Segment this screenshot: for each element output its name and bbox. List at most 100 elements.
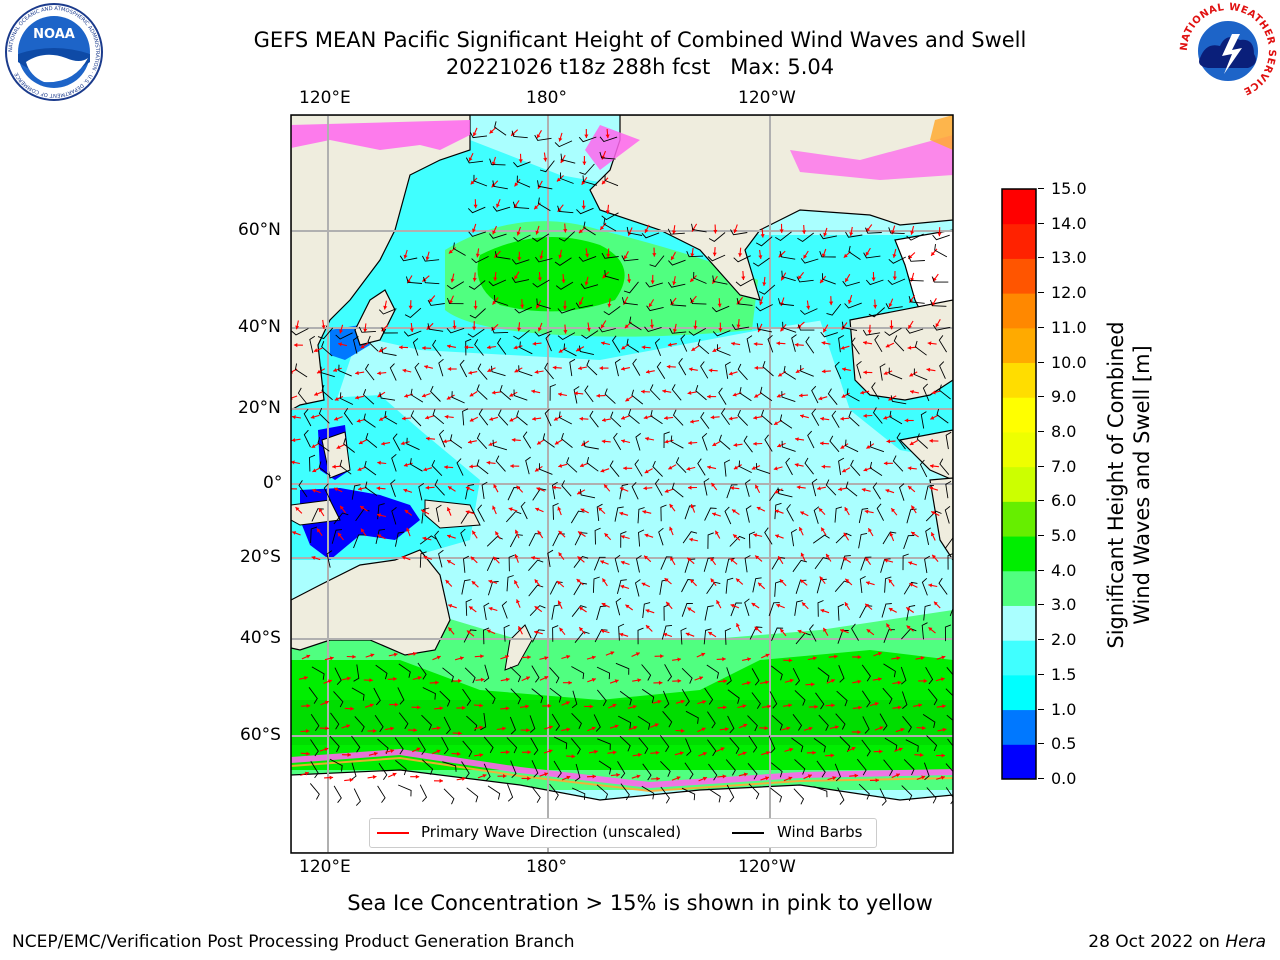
wind-barb <box>791 737 804 753</box>
wave-direction-arrowhead <box>723 705 727 710</box>
wind-barb <box>598 760 612 775</box>
wind-barb <box>422 255 440 262</box>
wind-barb <box>794 690 806 706</box>
wind-barb <box>538 463 553 475</box>
wind-barb <box>809 624 817 642</box>
wave-direction-arrowhead <box>357 467 362 471</box>
wave-direction-arrowhead <box>800 511 805 516</box>
wave-direction-arrowhead <box>730 558 735 563</box>
wind-barb <box>549 783 559 801</box>
wave-direction-arrowhead <box>863 467 868 472</box>
wave-direction-arrowhead <box>604 533 609 538</box>
wave-direction-arrowhead <box>563 330 568 334</box>
wave-direction-arrowhead <box>788 703 792 708</box>
wave-direction-arrowhead <box>753 533 758 538</box>
top-lon-label-180: 180° <box>526 88 567 108</box>
wind-barb <box>551 713 561 731</box>
wave-direction-arrowhead <box>487 345 491 350</box>
wave-direction-arrowhead <box>646 369 650 374</box>
wind-barb <box>525 456 531 475</box>
wind-barb <box>489 233 507 239</box>
wave-direction-arrowhead <box>690 278 694 282</box>
wind-barb <box>796 276 814 283</box>
wave-direction-arrowhead <box>466 630 471 635</box>
wave-direction-arrowhead <box>688 367 693 372</box>
wind-barb <box>631 481 639 500</box>
wind-barb <box>706 664 720 679</box>
wave-direction-arrowhead <box>535 230 540 235</box>
wave-direction-arrowhead <box>598 507 603 512</box>
wind-barb <box>720 408 730 426</box>
wave-direction-arrowhead <box>823 627 827 632</box>
colorbar-block <box>1002 397 1036 433</box>
wind-barb <box>579 163 595 175</box>
wind-barb <box>669 327 687 334</box>
wind-barb <box>947 553 953 570</box>
wind-barb <box>649 384 661 401</box>
wave-direction-arrowhead <box>679 751 684 756</box>
wave-direction-arrowhead <box>660 654 664 659</box>
wind-barb <box>381 327 398 334</box>
wind-barb <box>767 334 774 353</box>
wave-direction-arrowhead <box>537 530 542 535</box>
wave-direction-arrowhead <box>520 304 525 309</box>
footer-host: Hera <box>1225 932 1266 952</box>
wave-direction-arrowhead <box>733 465 738 470</box>
wind-barb <box>477 363 488 380</box>
wave-direction-arrowhead <box>840 416 844 421</box>
wave-direction-arrowhead <box>774 489 779 494</box>
wind-barb <box>462 688 472 706</box>
wind-barb <box>414 362 422 381</box>
wind-barb <box>667 228 685 235</box>
wind-barb <box>815 692 825 710</box>
wave-direction-arrowhead <box>579 416 583 421</box>
wind-barb <box>419 784 428 802</box>
wind-barb <box>511 277 530 284</box>
wave-direction-arrowhead <box>652 253 657 257</box>
wave-direction-arrowhead <box>794 342 799 347</box>
wind-barb <box>752 257 770 267</box>
wind-barb <box>615 597 622 616</box>
wave-direction-arrowhead <box>690 419 694 424</box>
wind-barb <box>461 761 470 779</box>
wave-direction-arrowhead <box>429 298 433 303</box>
wind-barb <box>777 298 794 306</box>
wind-barb <box>353 534 365 549</box>
wind-barb <box>596 689 607 707</box>
wind-barb <box>494 121 507 136</box>
wave-direction-arrowhead <box>439 778 443 783</box>
colorbar-tick-mark <box>1038 326 1044 328</box>
wind-barb <box>939 361 946 379</box>
wave-direction-arrowhead <box>601 324 605 329</box>
wind-barb <box>684 505 696 520</box>
wind-barb <box>310 713 320 731</box>
wave-direction-arrowhead <box>941 655 946 660</box>
wind-barb <box>375 528 386 544</box>
wave-direction-arrowhead <box>840 445 845 449</box>
wind-barb <box>725 361 731 379</box>
wave-direction-arrowhead <box>926 367 931 372</box>
wind-barb <box>604 270 619 281</box>
colorbar-tick-mark <box>1038 465 1044 467</box>
wind-barb <box>619 690 632 706</box>
wind-barb <box>574 532 588 546</box>
wave-direction-arrowhead <box>712 442 717 446</box>
wave-direction-arrowhead <box>292 415 296 420</box>
wave-direction-arrowhead <box>610 651 615 656</box>
wind-barb <box>318 461 331 477</box>
wind-barb <box>510 688 522 705</box>
wind-barb <box>868 307 885 318</box>
wave-direction-arrowhead <box>802 230 807 234</box>
colorbar-tick-mark <box>1038 500 1044 502</box>
wind-barb <box>681 602 693 617</box>
wind-barb <box>922 714 936 728</box>
wind-barb <box>735 278 754 287</box>
wind-barb <box>827 388 838 405</box>
wave-direction-arrowhead <box>470 556 475 561</box>
wind-barb <box>771 627 784 641</box>
wave-direction-arrowhead <box>445 580 450 584</box>
wave-direction-arrowhead <box>435 680 439 685</box>
wind-barb <box>554 140 573 148</box>
wind-barb <box>840 555 851 570</box>
